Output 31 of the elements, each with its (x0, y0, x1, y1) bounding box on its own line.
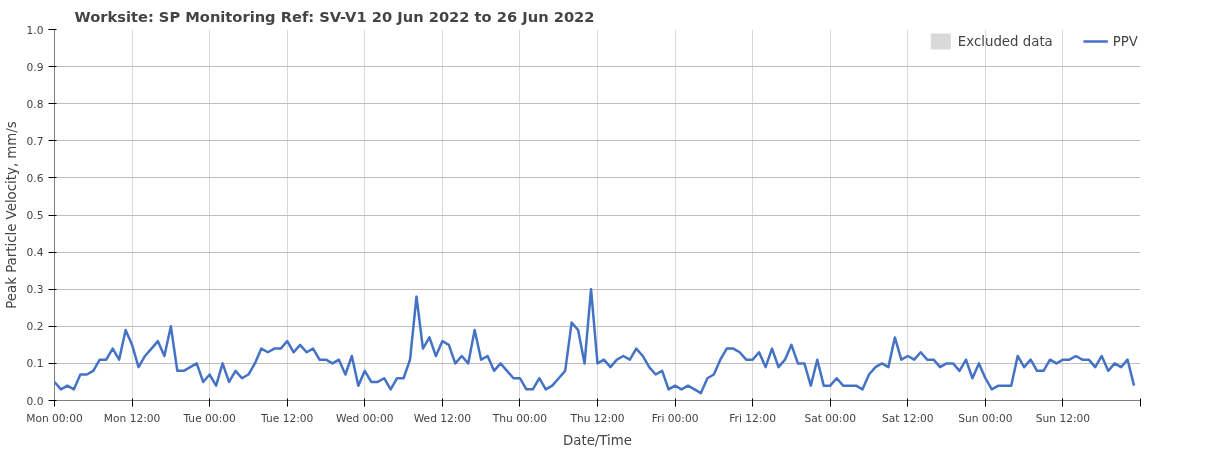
x-tick-label: Sat 00:00 (804, 411, 857, 425)
x-tick-label: Fri 12:00 (729, 411, 777, 425)
chart-title: Worksite: SP Monitoring Ref: SV-V1 20 Jun 2022 to 26 Jun 2022 (74, 7, 595, 25)
x-tick-label: Tue 00:00 (182, 411, 237, 425)
y-tick-label: 0.1 (26, 357, 44, 371)
y-tick-label: 0.2 (26, 320, 44, 334)
y-tick-label: 0.0 (26, 394, 44, 408)
x-tick-label: Fri 00:00 (651, 411, 699, 425)
x-tick-label: Mon 00:00 (26, 411, 83, 425)
y-tick-label: 0.9 (26, 60, 44, 74)
x-axis-title: Date/Time (563, 432, 632, 448)
y-tick-label: 0.5 (26, 209, 44, 222)
y-tick-label: 0.7 (26, 134, 44, 148)
y-tick-label: 0.4 (26, 246, 44, 260)
x-tick-label: Thu 00:00 (491, 411, 548, 425)
y-tick-label: 0.8 (26, 97, 44, 111)
x-tick-label: Tue 12:00 (260, 411, 314, 425)
x-tick-label: Sun 00:00 (958, 411, 1013, 425)
x-tick-label: Thu 12:00 (569, 411, 625, 425)
x-tick-label: Wed 12:00 (413, 411, 472, 425)
y-tick-label: 0.6 (26, 171, 44, 185)
y-axis-title: Peak Particle Velocity, mm/s (3, 121, 19, 309)
legend-label: Excluded data (957, 33, 1053, 49)
x-tick-label: Mon 12:00 (103, 411, 161, 425)
x-tick-label: Sat 12:00 (882, 411, 934, 425)
y-tick-label: 1.0 (26, 23, 44, 37)
y-tick-label: 0.3 (26, 283, 44, 297)
line-series (54, 287, 1136, 395)
legend-label: PPV (1112, 33, 1138, 49)
x-tick-label: Sun 12:00 (1035, 411, 1091, 425)
x-tick-label: Wed 00:00 (336, 411, 394, 425)
